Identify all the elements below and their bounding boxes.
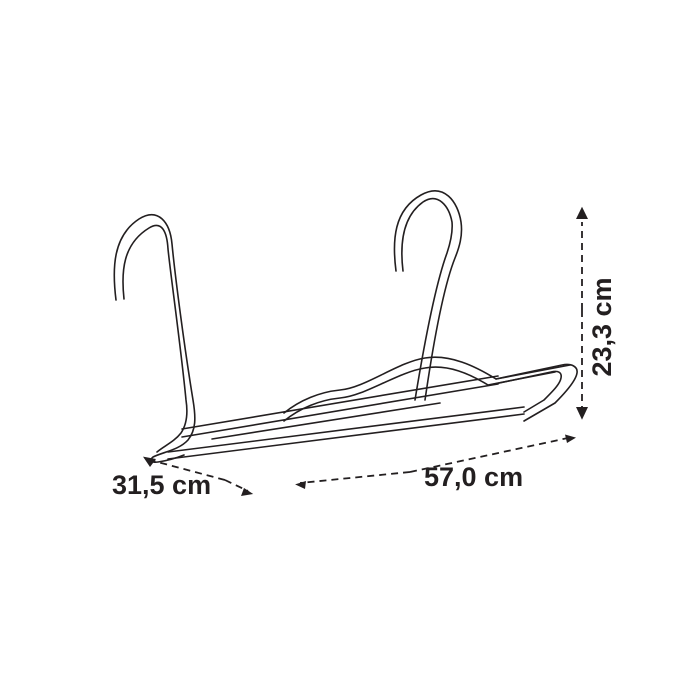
svg-text:23,3 cm: 23,3 cm (587, 277, 617, 376)
svg-text:31,5 cm: 31,5 cm (112, 470, 211, 500)
svg-text:57,0 cm: 57,0 cm (424, 462, 523, 492)
